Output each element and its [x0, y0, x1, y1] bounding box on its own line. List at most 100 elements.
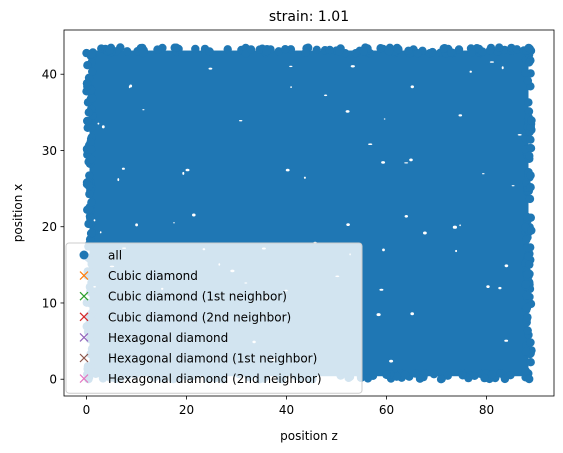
scatter-point: [521, 280, 531, 289]
scatter-gap: [142, 109, 145, 111]
scatter-point: [84, 108, 94, 117]
legend: all Cubic diamond Cubic diamond (1st neigh…: [65, 242, 363, 394]
y-axis-label: position x: [11, 184, 25, 242]
scatter-gap: [182, 171, 185, 175]
scatter-point: [527, 116, 536, 125]
y-tick-label: 30: [42, 144, 57, 158]
scatter-point: [443, 371, 452, 380]
scatter-point: [523, 326, 532, 335]
scatter-gap: [517, 134, 522, 136]
scatter-gap: [192, 213, 196, 217]
scatter-gap: [379, 288, 384, 291]
scatter-point: [524, 58, 534, 67]
scatter-gap: [129, 84, 133, 88]
scatter-gap: [458, 114, 463, 117]
scatter-point: [454, 45, 464, 54]
scatter-gap: [404, 162, 409, 164]
scatter-gap: [404, 215, 408, 218]
scatter-point: [525, 151, 534, 161]
legend-marker: [79, 353, 89, 363]
scatter-point: [205, 47, 214, 56]
scatter-point: [138, 48, 148, 58]
scatter-gap: [482, 173, 485, 175]
scatter-point: [500, 374, 510, 384]
scatter-point: [480, 373, 489, 383]
scatter-point: [525, 260, 534, 269]
x-tick-label: 40: [279, 403, 294, 417]
scatter-gap: [501, 66, 504, 70]
scatter-gap: [504, 339, 509, 342]
x-axis: 0 20 40 60 80: [83, 396, 494, 417]
scatter-point: [404, 46, 413, 55]
scatter-gap: [303, 176, 306, 179]
x-tick-label: 20: [179, 403, 194, 417]
scatter-point: [384, 46, 394, 56]
legend-marker: [79, 250, 89, 260]
scatter-point: [487, 370, 497, 379]
scatter-gap: [504, 264, 509, 268]
scatter-gap: [489, 61, 494, 63]
scatter-point: [526, 144, 536, 153]
legend-label: Hexagonal diamond: [108, 331, 228, 345]
scatter-point: [392, 372, 401, 381]
scatter-point: [301, 48, 310, 57]
legend-marker: [79, 374, 89, 384]
scatter-point: [526, 338, 535, 347]
scatter-gap: [208, 67, 213, 70]
scatter-gap: [381, 161, 386, 164]
y-tick-label: 0: [49, 373, 57, 387]
scatter-point: [223, 45, 232, 54]
x-tick-label: 80: [479, 403, 494, 417]
scatter-point: [312, 45, 321, 54]
axes-frame: [63, 29, 555, 397]
scatter-point: [525, 374, 534, 384]
scatter-point: [123, 47, 132, 56]
scatter-point: [524, 98, 533, 107]
scatter-point: [512, 45, 522, 54]
scatter-point: [83, 123, 92, 132]
scatter-point: [88, 67, 97, 76]
y-tick-label: 20: [42, 220, 57, 234]
scatter-point: [526, 171, 535, 180]
scatter-point: [429, 370, 439, 379]
scatter-gap: [409, 158, 413, 162]
scatter-point: [255, 45, 264, 54]
scatter-point: [467, 48, 476, 57]
scatter-gap: [117, 178, 120, 182]
scatter-gap: [239, 120, 243, 122]
scatter-gap: [469, 70, 472, 73]
scatter-point: [84, 204, 94, 214]
scatter-gap: [324, 94, 328, 97]
scatter-point: [382, 370, 392, 380]
scatter-point: [522, 212, 532, 222]
y-tick-label: 40: [42, 68, 57, 82]
scatter-gap: [459, 224, 461, 227]
scatter-gap: [368, 143, 373, 145]
x-tick-label: 60: [379, 403, 394, 417]
scatter-point: [526, 135, 535, 144]
scatter-point: [523, 243, 532, 252]
scatter-point: [496, 369, 505, 378]
scatter-point: [526, 122, 535, 132]
scatter-gap: [173, 222, 175, 224]
scatter-point: [485, 46, 495, 55]
scatter-gap: [389, 359, 394, 363]
scatter-point: [523, 76, 533, 86]
scatter-point: [246, 45, 256, 54]
scatter-point: [524, 43, 533, 53]
legend-box: [65, 242, 363, 394]
legend-marker: [79, 312, 89, 322]
scatter-gap: [99, 231, 102, 234]
scatter-point: [526, 358, 535, 367]
scatter-point: [87, 154, 96, 164]
scatter-gap: [121, 167, 125, 170]
scatter-point: [335, 47, 344, 56]
scatter-point: [325, 45, 334, 55]
y-tick-label: 10: [42, 296, 57, 310]
legend-marker: [79, 271, 89, 281]
scatter-point: [281, 45, 290, 54]
scatter-point: [87, 228, 97, 238]
scatter-gap: [285, 168, 290, 172]
scatter-point: [82, 79, 92, 88]
